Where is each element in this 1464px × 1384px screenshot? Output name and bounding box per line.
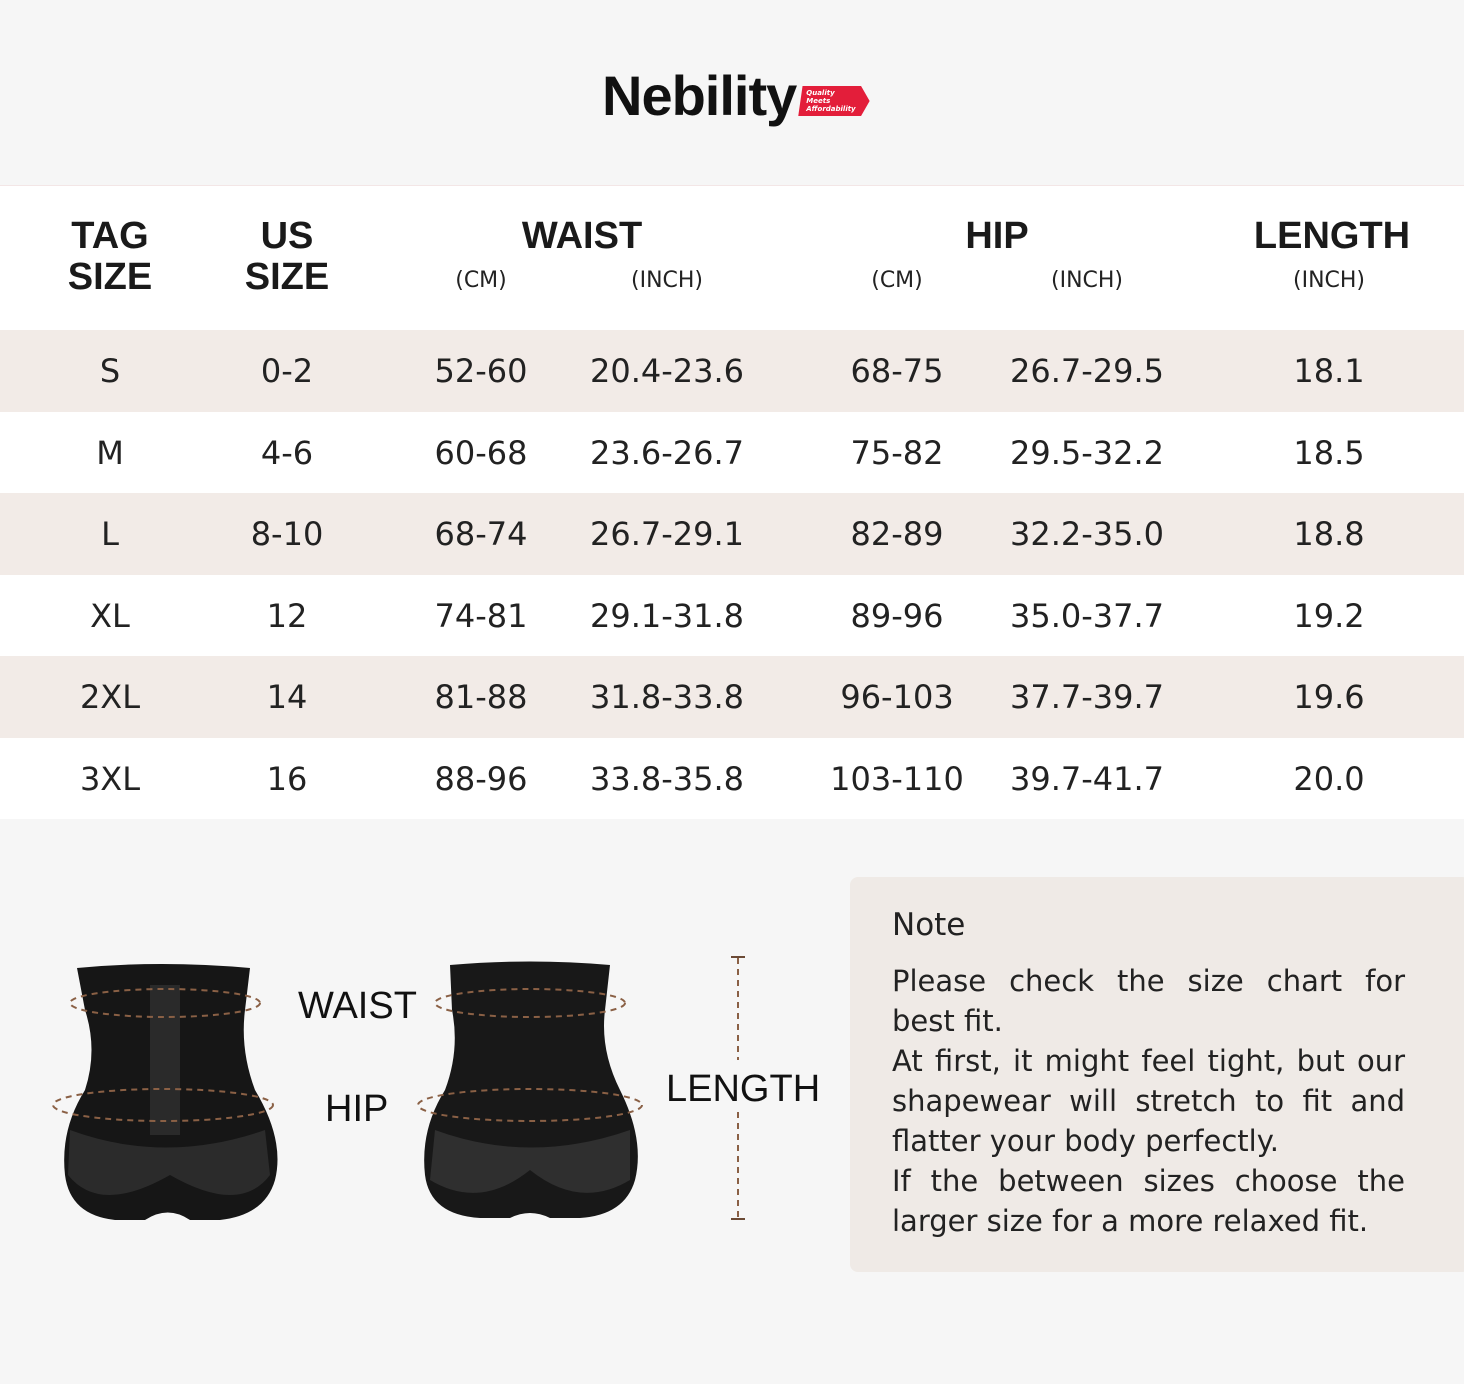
cell-hip-cm: 82-89 <box>850 515 944 553</box>
header-hip-cm: (CM) <box>871 268 923 293</box>
cell-waist-cm: 52-60 <box>434 352 528 390</box>
brand-tagline: Quality Meets Affordability <box>798 86 870 116</box>
cell-us-size: 12 <box>266 596 308 635</box>
header-length-inch: (INCH) <box>1292 268 1366 293</box>
cell-waist-cm: 74-81 <box>434 596 528 635</box>
cell-length-inch: 19.2 <box>1293 596 1365 635</box>
header-length: LENGTH <box>1253 215 1411 257</box>
cell-waist-inch: 20.4-23.6 <box>589 352 745 390</box>
cell-length-inch: 19.6 <box>1293 678 1365 716</box>
cell-us-size: 8-10 <box>250 515 324 553</box>
cell-hip-cm: 103-110 <box>830 759 964 798</box>
brand-name: Nebility <box>602 64 797 127</box>
header-waist-inch: (INCH) <box>630 268 704 293</box>
table-row: 3XL 16 88-96 33.8-35.8 103-110 39.7-41.7 20.0 <box>0 737 1464 819</box>
table-header: TAG SIZE US SIZE WAIST HIP LENGTH (CM) (… <box>0 185 1464 330</box>
cell-hip-inch: 37.7-39.7 <box>1009 678 1165 716</box>
cell-waist-inch: 26.7-29.1 <box>589 515 745 553</box>
cell-tag-size: S <box>99 352 121 390</box>
length-label: LENGTH <box>666 1068 821 1110</box>
table-row: M 4-6 60-68 23.6-26.7 75-82 29.5-32.2 18.5 <box>0 411 1464 493</box>
table-row: L 8-10 68-74 26.7-29.1 82-89 32.2-35.0 18.8 <box>0 493 1464 575</box>
size-chart-table: TAG SIZE US SIZE WAIST HIP LENGTH (CM) (… <box>0 185 1464 819</box>
header-us-size: US SIZE <box>244 215 330 298</box>
cell-hip-cm: 89-96 <box>850 596 944 635</box>
cell-tag-size: XL <box>90 596 130 635</box>
header-waist-cm: (CM) <box>455 268 507 293</box>
header-tag-size: TAG SIZE <box>67 215 153 298</box>
note-box: Note Please check the size chart for bes… <box>850 877 1464 1272</box>
cell-hip-inch: 29.5-32.2 <box>1009 433 1165 472</box>
table-row: 2XL 14 81-88 31.8-33.8 96-103 37.7-39.7 19.6 <box>0 656 1464 738</box>
cell-waist-cm: 60-68 <box>434 433 528 472</box>
cell-waist-cm: 68-74 <box>434 515 528 553</box>
cell-tag-size: M <box>96 433 124 472</box>
cell-tag-size: L <box>101 515 119 553</box>
shapewear-front-back-image <box>52 956 745 1220</box>
table-row: S 0-2 52-60 20.4-23.6 68-75 26.7-29.5 18.1 <box>0 330 1464 412</box>
cell-tag-size: 3XL <box>79 759 141 798</box>
cell-hip-cm: 75-82 <box>850 433 944 472</box>
waist-label: WAIST <box>298 985 417 1027</box>
table-row: XL 12 74-81 29.1-31.8 89-96 35.0-37.7 19.2 <box>0 574 1464 656</box>
cell-length-inch: 18.5 <box>1293 433 1365 472</box>
note-line: If the between sizes choose the larger s… <box>892 1164 1405 1238</box>
cell-waist-cm: 88-96 <box>434 759 528 798</box>
header-hip: HIP <box>965 215 1029 257</box>
cell-hip-inch: 26.7-29.5 <box>1009 352 1165 390</box>
cell-hip-inch: 32.2-35.0 <box>1009 515 1165 553</box>
cell-waist-inch: 23.6-26.7 <box>589 433 745 472</box>
cell-waist-inch: 29.1-31.8 <box>589 596 745 635</box>
shapewear-figure: WAIST HIP LENGTH <box>40 940 820 1244</box>
cell-hip-cm: 96-103 <box>840 678 954 716</box>
brand-logo: Nebility Quality Meets Affordability <box>602 68 870 124</box>
hip-label: HIP <box>325 1088 389 1130</box>
cell-waist-inch: 31.8-33.8 <box>589 678 745 716</box>
cell-length-inch: 18.8 <box>1293 515 1365 553</box>
cell-waist-inch: 33.8-35.8 <box>589 759 745 798</box>
cell-length-inch: 20.0 <box>1293 759 1365 798</box>
note-line: At first, it might feel tight, but our s… <box>892 1044 1405 1158</box>
header-waist: WAIST <box>521 215 643 257</box>
cell-us-size: 4-6 <box>260 433 314 472</box>
note-line: Please check the size chart for best fit… <box>892 964 1405 1038</box>
cell-hip-cm: 68-75 <box>850 352 944 390</box>
cell-length-inch: 18.1 <box>1293 352 1365 390</box>
cell-hip-inch: 39.7-41.7 <box>1009 759 1165 798</box>
cell-us-size: 16 <box>266 759 308 798</box>
note-title: Note <box>892 907 966 943</box>
header-hip-inch: (INCH) <box>1050 268 1124 293</box>
cell-hip-inch: 35.0-37.7 <box>1009 596 1165 635</box>
cell-us-size: 0-2 <box>260 352 314 390</box>
cell-waist-cm: 81-88 <box>434 678 528 716</box>
cell-us-size: 14 <box>266 678 308 716</box>
cell-tag-size: 2XL <box>79 678 141 716</box>
